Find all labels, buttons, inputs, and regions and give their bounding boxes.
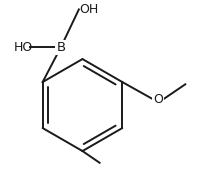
Text: O: O (153, 93, 162, 106)
Text: B: B (56, 41, 65, 54)
Text: HO: HO (14, 41, 33, 54)
Text: OH: OH (78, 3, 98, 16)
